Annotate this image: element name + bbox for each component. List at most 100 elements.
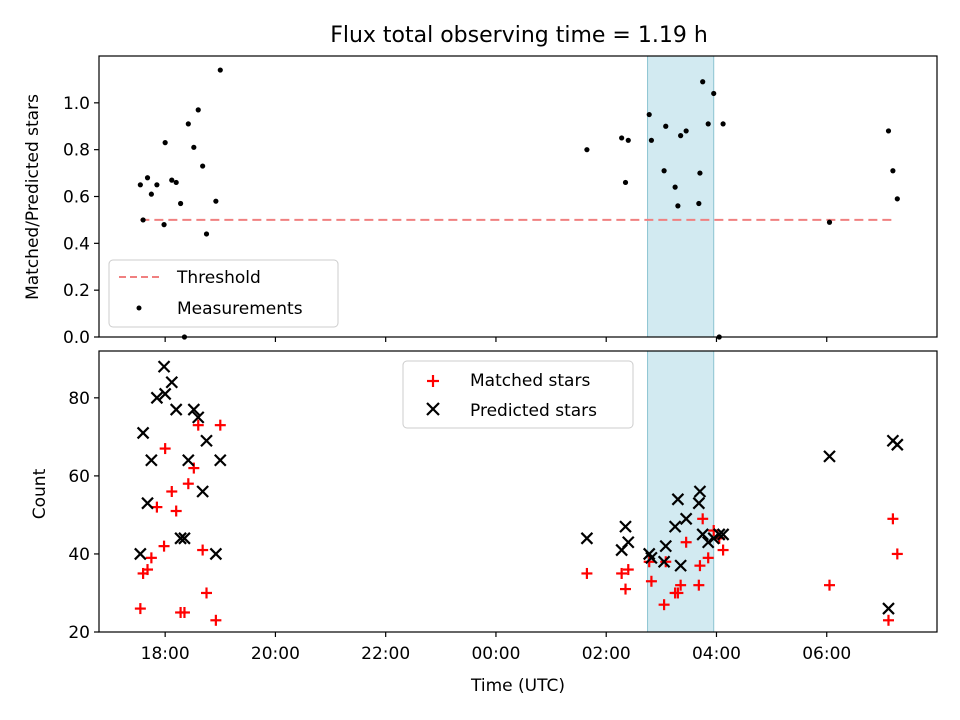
predicted-star-point	[150, 391, 164, 405]
matched-star-point	[134, 603, 146, 615]
matched-star-point	[672, 587, 684, 599]
predicted-star-point	[580, 532, 594, 545]
measurement-point	[663, 123, 669, 129]
matched-star-point	[616, 567, 628, 579]
top-observing-span	[647, 55, 715, 338]
matched-star-point	[210, 614, 222, 626]
measurement-point	[894, 196, 900, 202]
matched-star-point	[680, 536, 692, 548]
measurement-point	[140, 217, 146, 223]
matched-star-point	[170, 505, 182, 517]
matched-star-point	[159, 443, 171, 455]
matched-star-point	[708, 525, 720, 537]
predicted-star-point	[196, 485, 209, 498]
matched-star-point	[702, 552, 714, 564]
top-y-axis-label: Matched/Predicted stars	[23, 94, 43, 300]
predicted-star-point	[668, 520, 682, 533]
top-panel: 0.0 0.2 0.4 0.6 0.8 1.0 Matched/Predicted sta…	[23, 55, 938, 348]
measurement-point	[195, 107, 201, 113]
measurement-point	[648, 137, 655, 143]
x-tick-label: 02:00	[582, 644, 631, 664]
x-axis-label: Time (UTC)	[470, 676, 565, 696]
matched-star-point	[581, 567, 593, 579]
measurement-point	[161, 222, 167, 228]
measurement-point	[173, 179, 179, 186]
measurement-point	[646, 111, 652, 118]
matched-star-point	[643, 556, 655, 568]
measurement-point	[705, 121, 711, 127]
predicted-star-point	[679, 512, 693, 526]
matched-star-point	[882, 614, 894, 626]
matched-star-point	[201, 587, 213, 599]
measurement-point	[826, 219, 833, 225]
x-tick-label: 18:00	[141, 644, 190, 664]
measurement-point	[200, 163, 206, 169]
predicted-star-point	[882, 602, 895, 615]
bottom-axes-frame	[98, 350, 938, 633]
measurement-point	[661, 168, 667, 174]
matched-star-point	[675, 579, 687, 591]
predicted-star-point	[696, 528, 709, 541]
predicted-star-point	[191, 411, 205, 424]
predicted-star-point	[707, 532, 720, 545]
matched-star-point	[182, 478, 194, 490]
measurement-point	[185, 121, 191, 127]
matched-star-point	[620, 583, 632, 595]
predicted-legend-label: Predicted stars	[470, 401, 597, 421]
measurement-point	[696, 200, 702, 207]
matched-star-point	[145, 552, 157, 564]
top-legend-box	[108, 259, 339, 328]
matched-star-point	[192, 419, 204, 431]
bottom-legend: Matched stars Predicted stars	[402, 360, 634, 429]
y-tick-label: 40	[68, 545, 90, 565]
matched-star-point	[197, 544, 209, 556]
measurement-point	[720, 121, 726, 127]
x-tick-label: 22:00	[361, 644, 410, 664]
measurement-point	[700, 79, 706, 85]
matched-star-point	[645, 575, 657, 587]
measurement-point	[144, 175, 151, 181]
predicted-star-point	[823, 450, 836, 463]
y-tick-label: 80	[68, 389, 90, 409]
predicted-star-point	[134, 547, 147, 561]
matched-star-point	[658, 599, 670, 611]
measurement-point	[191, 144, 197, 150]
matched-star-point	[158, 540, 170, 552]
predicted-star-point	[621, 535, 635, 549]
measurement-point	[217, 67, 223, 73]
measurement-point	[137, 182, 143, 188]
matched-star-point	[697, 513, 709, 525]
top-legend: Threshold Measurements	[108, 259, 339, 328]
predicted-star-point	[165, 375, 179, 389]
predicted-star-point	[674, 559, 687, 572]
predicted-star-point	[712, 528, 726, 541]
measurement-point	[148, 191, 154, 197]
matched-star-point	[166, 486, 178, 497]
predicted-star-point	[693, 485, 707, 498]
y-tick-label: 60	[68, 467, 90, 487]
measurement-point	[154, 182, 160, 188]
predicted-star-point	[645, 551, 658, 565]
measurement-point	[675, 203, 681, 209]
measurement-point	[622, 179, 629, 186]
measurement-point	[711, 90, 717, 97]
predicted-star-point	[178, 532, 191, 545]
matched-star-point	[151, 501, 163, 513]
predicted-star-point	[141, 496, 154, 510]
predicted-star-point	[659, 539, 673, 553]
matched-star-point	[891, 548, 903, 560]
predicted-star-point	[671, 493, 685, 506]
y-tick-label: 0.4	[63, 234, 90, 254]
measurement-point	[203, 231, 210, 237]
matched-star-point	[887, 513, 899, 525]
bottom-y-axis-label: Count	[30, 468, 50, 519]
measurement-point	[584, 147, 590, 153]
matched-star-point	[214, 419, 226, 431]
predicted-star-point	[182, 453, 195, 467]
measurement-point	[697, 170, 703, 176]
predicted-star-point	[891, 438, 904, 451]
measurement-point	[169, 177, 175, 183]
matched-star-point	[694, 560, 706, 572]
